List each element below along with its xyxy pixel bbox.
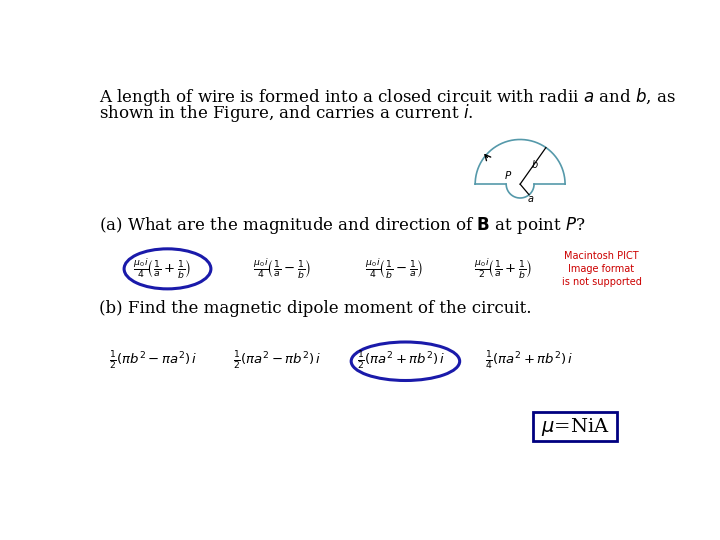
Text: $a$: $a$: [527, 194, 534, 204]
Text: Macintosh PICT
Image format
is not supported: Macintosh PICT Image format is not suppo…: [562, 251, 642, 287]
Text: (a) What are the magnitude and direction of $\mathbf{B}$ at point $P$?: (a) What are the magnitude and direction…: [99, 215, 586, 236]
Text: $\frac{1}{2}(\pi a^2+\pi b^2)\,i$: $\frac{1}{2}(\pi a^2+\pi b^2)\,i$: [357, 350, 446, 372]
Text: $b$: $b$: [531, 158, 539, 170]
Bar: [534, 412, 617, 441]
Text: A length of wire is formed into a closed circuit with radii $a$ and $b$, as: A length of wire is formed into a closed…: [99, 86, 676, 109]
Text: $\frac{\mu_0\,i}{4}\!\left(\frac{1}{a}+\frac{1}{b}\right)$: $\frac{\mu_0\,i}{4}\!\left(\frac{1}{a}+\…: [132, 256, 191, 281]
Text: $\mu$=NiA: $\mu$=NiA: [541, 416, 609, 438]
Text: $\frac{1}{2}(\pi a^2-\pi b^2)\,i$: $\frac{1}{2}(\pi a^2-\pi b^2)\,i$: [233, 350, 322, 372]
Text: $\frac{\mu_0\,i}{4}\!\left(\frac{1}{b}-\frac{1}{a}\right)$: $\frac{\mu_0\,i}{4}\!\left(\frac{1}{b}-\…: [365, 256, 423, 281]
Text: $\frac{1}{2}(\pi b^2-\pi a^2)\,i$: $\frac{1}{2}(\pi b^2-\pi a^2)\,i$: [109, 350, 198, 372]
Text: $P$: $P$: [504, 169, 513, 181]
Text: shown in the Figure, and carries a current $i$.: shown in the Figure, and carries a curre…: [99, 102, 474, 124]
Text: (b) Find the magnetic dipole moment of the circuit.: (b) Find the magnetic dipole moment of t…: [99, 300, 532, 316]
Text: $\frac{\mu_0\,i}{4}\!\left(\frac{1}{a}-\frac{1}{b}\right)$: $\frac{\mu_0\,i}{4}\!\left(\frac{1}{a}-\…: [253, 256, 311, 281]
Text: $\frac{1}{4}(\pi a^2+\pi b^2)\,i$: $\frac{1}{4}(\pi a^2+\pi b^2)\,i$: [485, 350, 574, 372]
Text: $\frac{\mu_0\,i}{2}\!\left(\frac{1}{a}+\frac{1}{b}\right)$: $\frac{\mu_0\,i}{2}\!\left(\frac{1}{a}+\…: [474, 256, 532, 281]
